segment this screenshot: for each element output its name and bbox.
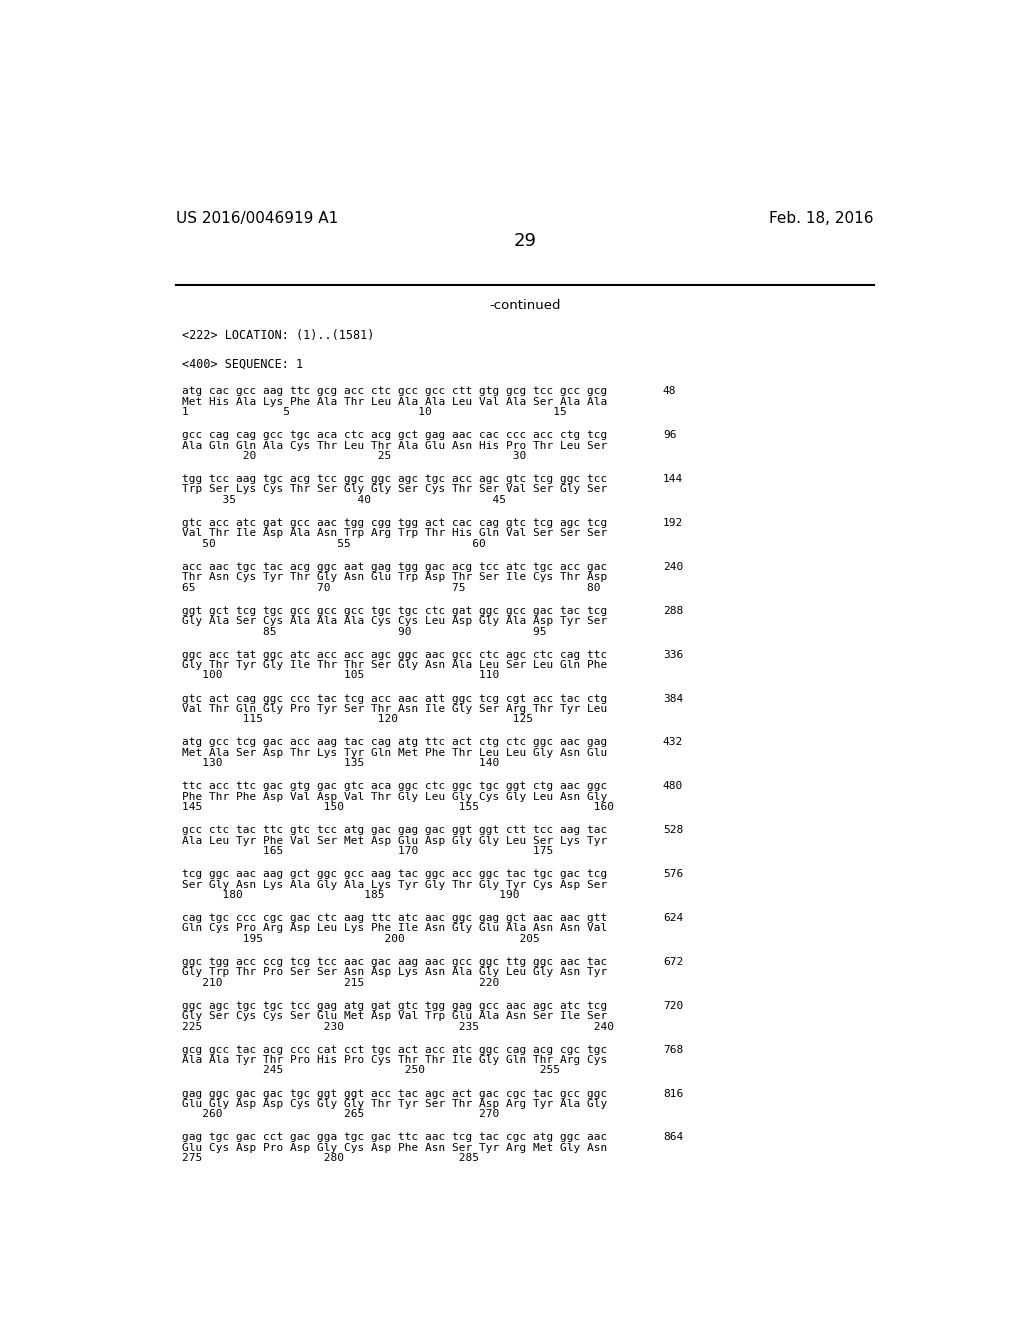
Text: Phe Thr Phe Asp Val Asp Val Thr Gly Leu Gly Cys Gly Leu Asn Gly: Phe Thr Phe Asp Val Asp Val Thr Gly Leu …	[182, 792, 607, 801]
Text: 245                  250                 255: 245 250 255	[182, 1065, 560, 1076]
Text: 96: 96	[663, 430, 676, 440]
Text: 48: 48	[663, 387, 676, 396]
Text: 145                  150                 155                 160: 145 150 155 160	[182, 803, 614, 812]
Text: Gly Trp Thr Pro Ser Ser Asn Asp Lys Asn Ala Gly Leu Gly Asn Tyr: Gly Trp Thr Pro Ser Ser Asn Asp Lys Asn …	[182, 968, 607, 977]
Text: 768: 768	[663, 1044, 683, 1055]
Text: 528: 528	[663, 825, 683, 836]
Text: Gly Thr Tyr Gly Ile Thr Thr Ser Gly Asn Ala Leu Ser Leu Gln Phe: Gly Thr Tyr Gly Ile Thr Thr Ser Gly Asn …	[182, 660, 607, 671]
Text: 864: 864	[663, 1133, 683, 1142]
Text: 180                  185                 190: 180 185 190	[182, 890, 520, 900]
Text: 336: 336	[663, 649, 683, 660]
Text: Val Thr Ile Asp Ala Asn Trp Arg Trp Thr His Gln Val Ser Ser Ser: Val Thr Ile Asp Ala Asn Trp Arg Trp Thr …	[182, 528, 607, 539]
Text: atg cac gcc aag ttc gcg acc ctc gcc gcc ctt gtg gcg tcc gcc gcg: atg cac gcc aag ttc gcg acc ctc gcc gcc …	[182, 387, 607, 396]
Text: 192: 192	[663, 517, 683, 528]
Text: ggt gct tcg tgc gcc gcc gcc tgc tgc ctc gat ggc gcc gac tac tcg: ggt gct tcg tgc gcc gcc gcc tgc tgc ctc …	[182, 606, 607, 615]
Text: 210                  215                 220: 210 215 220	[182, 978, 500, 987]
Text: Ala Leu Tyr Phe Val Ser Met Asp Glu Asp Gly Gly Leu Ser Lys Tyr: Ala Leu Tyr Phe Val Ser Met Asp Glu Asp …	[182, 836, 607, 846]
Text: 384: 384	[663, 693, 683, 704]
Text: 65                  70                  75                  80: 65 70 75 80	[182, 582, 601, 593]
Text: 115                 120                 125: 115 120 125	[182, 714, 534, 725]
Text: <400> SEQUENCE: 1: <400> SEQUENCE: 1	[182, 358, 303, 370]
Text: 20                  25                  30: 20 25 30	[182, 451, 526, 461]
Text: <222> LOCATION: (1)..(1581): <222> LOCATION: (1)..(1581)	[182, 330, 375, 342]
Text: gcg gcc tac acg ccc cat cct tgc act acc atc ggc cag acg cgc tgc: gcg gcc tac acg ccc cat cct tgc act acc …	[182, 1044, 607, 1055]
Text: 480: 480	[663, 781, 683, 791]
Text: Feb. 18, 2016: Feb. 18, 2016	[769, 211, 873, 226]
Text: gtc acc atc gat gcc aac tgg cgg tgg act cac cag gtc tcg agc tcg: gtc acc atc gat gcc aac tgg cgg tgg act …	[182, 517, 607, 528]
Text: 35                  40                  45: 35 40 45	[182, 495, 506, 504]
Text: Met Ala Ser Asp Thr Lys Tyr Gln Met Phe Thr Leu Leu Gly Asn Glu: Met Ala Ser Asp Thr Lys Tyr Gln Met Phe …	[182, 748, 607, 758]
Text: 100                  105                 110: 100 105 110	[182, 671, 500, 680]
Text: Gln Cys Pro Arg Asp Leu Lys Phe Ile Asn Gly Glu Ala Asn Asn Val: Gln Cys Pro Arg Asp Leu Lys Phe Ile Asn …	[182, 924, 607, 933]
Text: gtc act cag ggc ccc tac tcg acc aac att ggc tcg cgt acc tac ctg: gtc act cag ggc ccc tac tcg acc aac att …	[182, 693, 607, 704]
Text: 85                  90                  95: 85 90 95	[182, 627, 547, 636]
Text: US 2016/0046919 A1: US 2016/0046919 A1	[176, 211, 338, 226]
Text: gag ggc gac gac tgc ggt ggt acc tac agc act gac cgc tac gcc ggc: gag ggc gac gac tgc ggt ggt acc tac agc …	[182, 1089, 607, 1098]
Text: 225                  230                 235                 240: 225 230 235 240	[182, 1022, 614, 1031]
Text: acc aac tgc tac acg ggc aat gag tgg gac acg tcc atc tgc acc gac: acc aac tgc tac acg ggc aat gag tgg gac …	[182, 562, 607, 572]
Text: 240: 240	[663, 562, 683, 572]
Text: atg gcc tcg gac acc aag tac cag atg ttc act ctg ctc ggc aac gag: atg gcc tcg gac acc aag tac cag atg ttc …	[182, 738, 607, 747]
Text: ggc acc tat ggc atc acc acc agc ggc aac gcc ctc agc ctc cag ttc: ggc acc tat ggc atc acc acc agc ggc aac …	[182, 649, 607, 660]
Text: ggc agc tgc tgc tcc gag atg gat gtc tgg gag gcc aac agc atc tcg: ggc agc tgc tgc tcc gag atg gat gtc tgg …	[182, 1001, 607, 1011]
Text: tcg ggc aac aag gct ggc gcc aag tac ggc acc ggc tac tgc gac tcg: tcg ggc aac aag gct ggc gcc aag tac ggc …	[182, 869, 607, 879]
Text: Glu Cys Asp Pro Asp Gly Cys Asp Phe Asn Ser Tyr Arg Met Gly Asn: Glu Cys Asp Pro Asp Gly Cys Asp Phe Asn …	[182, 1143, 607, 1152]
Text: Thr Asn Cys Tyr Thr Gly Asn Glu Trp Asp Thr Ser Ile Cys Thr Asp: Thr Asn Cys Tyr Thr Gly Asn Glu Trp Asp …	[182, 573, 607, 582]
Text: Gly Ala Ser Cys Ala Ala Ala Cys Cys Leu Asp Gly Ala Asp Tyr Ser: Gly Ala Ser Cys Ala Ala Ala Cys Cys Leu …	[182, 616, 607, 626]
Text: 720: 720	[663, 1001, 683, 1011]
Text: 50                  55                  60: 50 55 60	[182, 539, 486, 549]
Text: Val Thr Gln Gly Pro Tyr Ser Thr Asn Ile Gly Ser Arg Thr Tyr Leu: Val Thr Gln Gly Pro Tyr Ser Thr Asn Ile …	[182, 704, 607, 714]
Text: Gly Ser Cys Cys Ser Glu Met Asp Val Trp Glu Ala Asn Ser Ile Ser: Gly Ser Cys Cys Ser Glu Met Asp Val Trp …	[182, 1011, 607, 1022]
Text: Ser Gly Asn Lys Ala Gly Ala Lys Tyr Gly Thr Gly Tyr Cys Asp Ser: Ser Gly Asn Lys Ala Gly Ala Lys Tyr Gly …	[182, 879, 607, 890]
Text: 672: 672	[663, 957, 683, 966]
Text: 195                  200                 205: 195 200 205	[182, 933, 540, 944]
Text: Ala Gln Gln Ala Cys Thr Leu Thr Ala Glu Asn His Pro Thr Leu Ser: Ala Gln Gln Ala Cys Thr Leu Thr Ala Glu …	[182, 441, 607, 450]
Text: Trp Ser Lys Cys Thr Ser Gly Gly Ser Cys Thr Ser Val Ser Gly Ser: Trp Ser Lys Cys Thr Ser Gly Gly Ser Cys …	[182, 484, 607, 495]
Text: 624: 624	[663, 913, 683, 923]
Text: gcc ctc tac ttc gtc tcc atg gac gag gac ggt ggt ctt tcc aag tac: gcc ctc tac ttc gtc tcc atg gac gag gac …	[182, 825, 607, 836]
Text: ttc acc ttc gac gtg gac gtc aca ggc ctc ggc tgc ggt ctg aac ggc: ttc acc ttc gac gtg gac gtc aca ggc ctc …	[182, 781, 607, 791]
Text: 1              5                   10                  15: 1 5 10 15	[182, 407, 567, 417]
Text: 275                  280                 285: 275 280 285	[182, 1154, 479, 1163]
Text: gcc cag cag gcc tgc aca ctc acg gct gag aac cac ccc acc ctg tcg: gcc cag cag gcc tgc aca ctc acg gct gag …	[182, 430, 607, 440]
Text: 130                  135                 140: 130 135 140	[182, 758, 500, 768]
Text: 432: 432	[663, 738, 683, 747]
Text: -continued: -continued	[489, 298, 560, 312]
Text: Ala Ala Tyr Thr Pro His Pro Cys Thr Thr Ile Gly Gln Thr Arg Cys: Ala Ala Tyr Thr Pro His Pro Cys Thr Thr …	[182, 1055, 607, 1065]
Text: tgg tcc aag tgc acg tcc ggc ggc agc tgc acc agc gtc tcg ggc tcc: tgg tcc aag tgc acg tcc ggc ggc agc tgc …	[182, 474, 607, 484]
Text: 288: 288	[663, 606, 683, 615]
Text: 576: 576	[663, 869, 683, 879]
Text: 816: 816	[663, 1089, 683, 1098]
Text: ggc tgg acc ccg tcg tcc aac gac aag aac gcc ggc ttg ggc aac tac: ggc tgg acc ccg tcg tcc aac gac aag aac …	[182, 957, 607, 966]
Text: Glu Gly Asp Asp Cys Gly Gly Thr Tyr Ser Thr Asp Arg Tyr Ala Gly: Glu Gly Asp Asp Cys Gly Gly Thr Tyr Ser …	[182, 1100, 607, 1109]
Text: 29: 29	[513, 231, 537, 249]
Text: 144: 144	[663, 474, 683, 484]
Text: 165                 170                 175: 165 170 175	[182, 846, 554, 855]
Text: gag tgc gac cct gac gga tgc gac ttc aac tcg tac cgc atg ggc aac: gag tgc gac cct gac gga tgc gac ttc aac …	[182, 1133, 607, 1142]
Text: cag tgc ccc cgc gac ctc aag ttc atc aac ggc gag gct aac aac gtt: cag tgc ccc cgc gac ctc aag ttc atc aac …	[182, 913, 607, 923]
Text: 260                  265                 270: 260 265 270	[182, 1109, 500, 1119]
Text: Met His Ala Lys Phe Ala Thr Leu Ala Ala Leu Val Ala Ser Ala Ala: Met His Ala Lys Phe Ala Thr Leu Ala Ala …	[182, 397, 607, 407]
